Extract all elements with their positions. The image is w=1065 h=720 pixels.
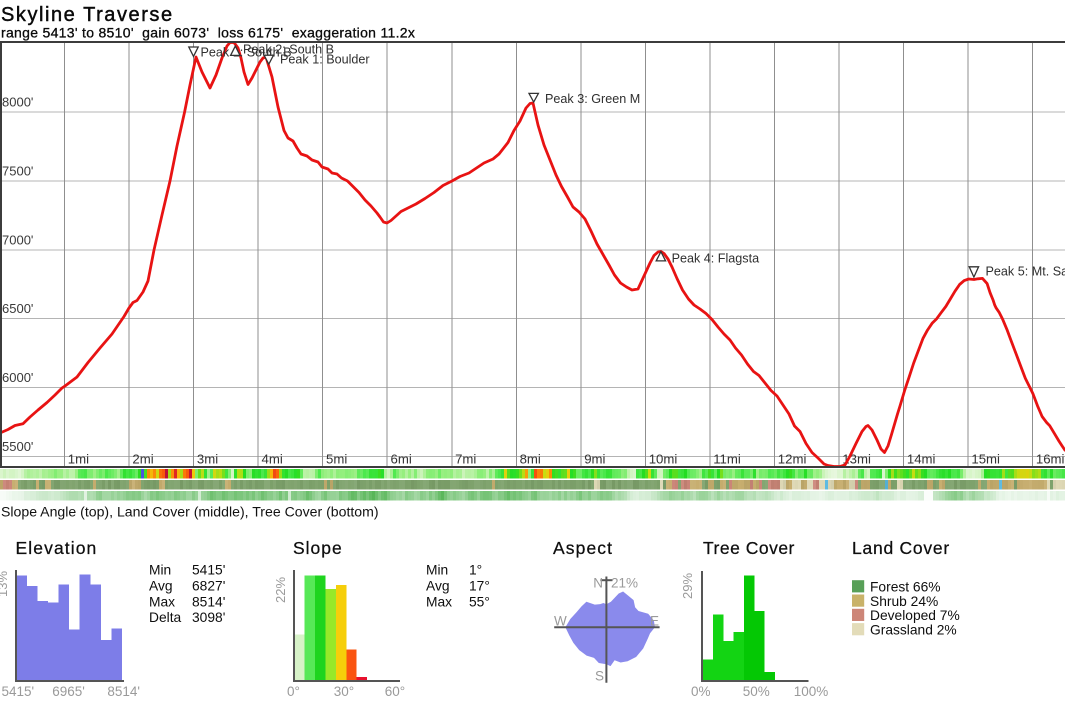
- svg-text:6000': 6000': [2, 370, 33, 385]
- svg-text:Slope Angle (top), Land Cover: Slope Angle (top), Land Cover (middle), …: [1, 504, 379, 520]
- svg-text:60°: 60°: [385, 684, 405, 699]
- svg-text:7000': 7000': [2, 232, 33, 247]
- svg-text:21%: 21%: [611, 576, 638, 591]
- svg-text:100%: 100%: [794, 684, 829, 699]
- svg-text:14mi: 14mi: [907, 452, 936, 467]
- svg-text:9mi: 9mi: [584, 452, 605, 467]
- svg-text:30°: 30°: [334, 684, 354, 699]
- svg-text:Peak 2: South B: Peak 2: South B: [243, 42, 334, 56]
- svg-text:Max: Max: [149, 594, 175, 609]
- svg-text:Peak 5: Mt. Sa: Peak 5: Mt. Sa: [986, 264, 1065, 278]
- svg-text:4mi: 4mi: [262, 452, 283, 467]
- svg-text:N: N: [593, 576, 603, 591]
- svg-text:Max: Max: [426, 594, 452, 609]
- svg-text:6500': 6500': [2, 301, 33, 316]
- svg-text:29%: 29%: [680, 573, 695, 599]
- svg-text:11mi: 11mi: [713, 452, 741, 467]
- svg-text:1mi: 1mi: [68, 452, 89, 467]
- svg-text:5415': 5415': [192, 563, 225, 578]
- svg-text:12mi: 12mi: [778, 452, 807, 467]
- svg-text:W: W: [554, 614, 567, 629]
- svg-text:Peak 1: Boulder: Peak 1: Boulder: [280, 53, 370, 67]
- svg-text:Delta: Delta: [149, 610, 182, 625]
- svg-text:3098': 3098': [192, 610, 225, 625]
- svg-text:0%: 0%: [691, 684, 711, 699]
- svg-text:Developed 7%: Developed 7%: [870, 608, 960, 623]
- svg-text:Tree Cover: Tree Cover: [703, 538, 795, 558]
- svg-text:Elevation: Elevation: [16, 538, 98, 558]
- svg-text:Aspect: Aspect: [553, 538, 613, 558]
- svg-text:5mi: 5mi: [326, 452, 347, 467]
- svg-text:1°: 1°: [469, 563, 482, 578]
- svg-text:17°: 17°: [469, 578, 490, 593]
- svg-text:Shrub 24%: Shrub 24%: [870, 594, 938, 609]
- svg-text:5500': 5500': [2, 439, 33, 454]
- svg-text:Grassland 2%: Grassland 2%: [870, 622, 957, 637]
- svg-text:Peak 3: Green M: Peak 3: Green M: [545, 92, 640, 106]
- svg-text:5415': 5415': [2, 684, 35, 699]
- svg-text:8000': 8000': [2, 95, 33, 110]
- svg-text:Avg: Avg: [426, 578, 450, 593]
- svg-text:8514': 8514': [107, 684, 140, 699]
- svg-text:8514': 8514': [192, 594, 225, 609]
- svg-text:6827': 6827': [192, 578, 225, 593]
- svg-text:55°: 55°: [469, 594, 490, 609]
- svg-text:16mi: 16mi: [1036, 452, 1065, 467]
- svg-text:6mi: 6mi: [391, 452, 412, 467]
- svg-text:Min: Min: [149, 563, 171, 578]
- svg-text:6965': 6965': [52, 684, 85, 699]
- svg-text:22%: 22%: [273, 577, 288, 603]
- svg-text:2mi: 2mi: [132, 452, 153, 467]
- svg-text:15mi: 15mi: [971, 452, 1000, 467]
- svg-text:Peak 4: Flagsta: Peak 4: Flagsta: [672, 251, 760, 265]
- svg-text:7mi: 7mi: [455, 452, 476, 467]
- svg-text:Avg: Avg: [149, 578, 173, 593]
- svg-text:Forest 66%: Forest 66%: [870, 580, 941, 595]
- svg-text:0°: 0°: [287, 684, 300, 699]
- svg-text:50%: 50%: [743, 684, 770, 699]
- svg-text:Land Cover: Land Cover: [852, 538, 950, 558]
- svg-text:S: S: [595, 669, 604, 684]
- svg-text:8mi: 8mi: [520, 452, 541, 467]
- svg-text:range 5413' to 8510' gain 607: range 5413' to 8510' gain 6073' loss 617…: [1, 25, 415, 41]
- svg-text:Min: Min: [426, 563, 448, 578]
- svg-text:7500': 7500': [2, 164, 33, 179]
- svg-text:Skyline Traverse: Skyline Traverse: [1, 4, 174, 26]
- svg-text:3mi: 3mi: [197, 452, 218, 467]
- svg-text:13%: 13%: [0, 571, 10, 597]
- svg-text:E: E: [650, 614, 659, 629]
- svg-text:10mi: 10mi: [649, 452, 678, 467]
- svg-text:Slope: Slope: [293, 538, 343, 558]
